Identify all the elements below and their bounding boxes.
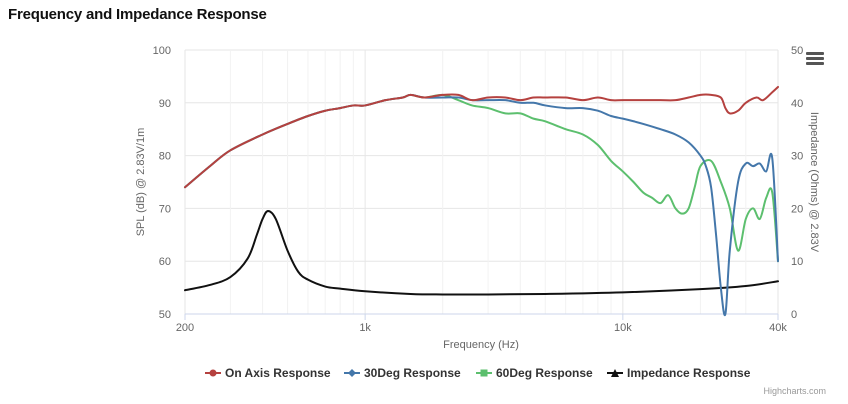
legend-item-30deg[interactable]: 30Deg Response (344, 364, 461, 382)
y-tick-label: 100 (153, 45, 171, 57)
x-tick-label: 1k (359, 322, 371, 334)
legend-label: On Axis Response (225, 366, 331, 380)
series-line-impedance[interactable] (184, 210, 779, 296)
y-axis-title: SPL (dB) @ 2.83V/1m (135, 128, 147, 237)
y2-axis-title: Impedance (Ohms) @ 2.83V (808, 112, 820, 253)
y2-tick-label: 20 (791, 203, 803, 215)
y-tick-label: 70 (159, 203, 171, 215)
series-line-60deg[interactable] (184, 93, 779, 263)
y2-tick-label: 30 (791, 151, 803, 163)
series-line-on-axis[interactable] (184, 85, 779, 189)
y2-tick-label: 50 (791, 45, 803, 57)
y-tick-label: 60 (159, 256, 171, 268)
axis-layer: 50 60 70 80 90 100 0 10 20 30 40 50 200 1k 10k 40k (153, 45, 804, 334)
page-title: Frequency and Impedance Response (8, 6, 267, 23)
y2-tick-label: 0 (791, 309, 797, 321)
credits-link[interactable]: Highcharts.com (763, 386, 826, 396)
y2-tick-label: 40 (791, 98, 803, 110)
chart-legend: On Axis Response 30Deg Response 60Deg Re… (0, 364, 848, 382)
series-layer (184, 85, 779, 317)
y2-tick-label: 10 (791, 256, 803, 268)
hamburger-menu-icon-bar (806, 57, 824, 60)
x-tick-label: 10k (614, 322, 632, 334)
x-tick-label: 40k (769, 322, 787, 334)
legend-label: 30Deg Response (364, 366, 461, 380)
legend-marker-square-icon (476, 369, 492, 377)
legend-marker-circle-icon (205, 369, 221, 377)
y-tick-label: 90 (159, 98, 171, 110)
x-axis-title: Frequency (Hz) (443, 339, 519, 351)
legend-item-60deg[interactable]: 60Deg Response (476, 364, 593, 382)
legend-item-on-axis[interactable]: On Axis Response (205, 364, 331, 382)
x-tick-label: 200 (176, 322, 194, 334)
legend-label: Impedance Response (627, 366, 751, 380)
legend-label: 60Deg Response (496, 366, 593, 380)
y-tick-label: 80 (159, 151, 171, 163)
hamburger-menu-icon-bar (806, 62, 824, 65)
legend-item-impedance[interactable]: Impedance Response (607, 364, 750, 382)
hamburger-menu-icon (806, 52, 824, 55)
grid-layer (184, 49, 779, 315)
legend-marker-triangle-icon (607, 369, 623, 377)
chart-menu-button[interactable] (806, 52, 824, 68)
legend-marker-diamond-icon (344, 369, 360, 377)
y-tick-label: 50 (159, 309, 171, 321)
